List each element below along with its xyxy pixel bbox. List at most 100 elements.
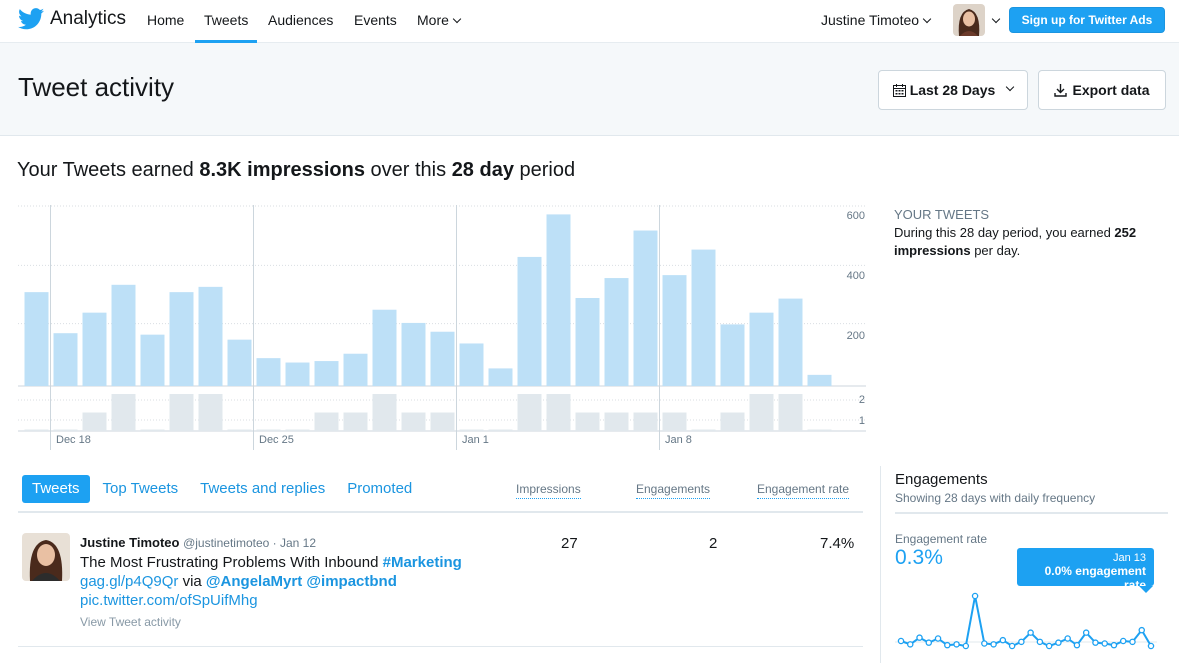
export-data-button[interactable]: Export data [1038, 70, 1166, 110]
sparkline-point[interactable] [1129, 638, 1136, 646]
nav-events[interactable]: Events [354, 12, 397, 28]
impression-bar [749, 312, 774, 386]
view-tweet-activity-link[interactable]: View Tweet activity [80, 615, 181, 629]
engagement-bar [169, 394, 194, 431]
sparkline-point[interactable] [1119, 637, 1127, 645]
avatar[interactable] [953, 4, 985, 36]
sparkline-point[interactable] [1138, 626, 1145, 634]
tweet-author-name[interactable]: Justine Timoteo [80, 535, 180, 550]
impressions-summary: Your Tweets earned 8.3K impressions over… [17, 159, 575, 182]
sparkline-point[interactable] [999, 636, 1007, 644]
sparkline-point[interactable] [1110, 641, 1118, 649]
engagement-bar [430, 412, 455, 431]
sparkline-point[interactable] [907, 641, 914, 648]
chevron-down-icon [1006, 82, 1015, 92]
tweet-author: Justine Timoteo @justinetimoteo · Jan 12 [80, 535, 316, 550]
tweet-text: The Most Frustrating Problems With Inbou… [80, 553, 500, 610]
tab-tweets-and-replies[interactable]: Tweets and replies [200, 480, 326, 497]
tab-promoted[interactable]: Promoted [347, 480, 413, 497]
brand[interactable]: Analytics [18, 8, 126, 30]
engagement-bar [24, 429, 49, 431]
chevron-down-icon [922, 14, 932, 24]
sparkline-point[interactable] [1027, 629, 1034, 636]
sparkline-point[interactable] [944, 641, 951, 649]
column-impressions[interactable]: Impressions [516, 482, 581, 499]
sparkline-point[interactable] [925, 639, 933, 646]
tweet-pic-link[interactable]: pic.twitter.com/ofSpUifMhg [80, 592, 258, 609]
chevron-down-icon[interactable] [991, 14, 1001, 24]
column-engagement-rate[interactable]: Engagement rate [757, 482, 850, 499]
engagement-bar [53, 429, 78, 431]
engagements-divider [895, 512, 1168, 514]
nav-tweets[interactable]: Tweets [195, 12, 258, 43]
tweet-link[interactable]: gag.gl/p4Q9Qr [80, 573, 179, 590]
tab-top-tweets[interactable]: Top Tweets [102, 480, 179, 497]
sparkline-point[interactable] [1101, 640, 1108, 647]
sparkline-point[interactable] [897, 637, 905, 645]
y-tick-label: 400 [847, 270, 865, 282]
nav-more[interactable]: More [417, 12, 462, 28]
user-name: Justine Timoteo [821, 12, 920, 28]
impression-bar [662, 275, 687, 386]
avatar[interactable] [22, 533, 70, 581]
tab-tweets[interactable]: Tweets [22, 475, 90, 503]
sparkline-point[interactable] [916, 634, 923, 641]
tweet-hashtag[interactable]: #Marketing [382, 554, 462, 571]
sparkline-point[interactable] [971, 592, 979, 600]
engagement-bar [575, 412, 600, 431]
sparkline-point[interactable] [1036, 638, 1044, 646]
engagement-bar [633, 412, 658, 431]
tweet-mention[interactable]: @impactbnd [306, 573, 397, 590]
impression-bar [140, 334, 165, 386]
column-engagements[interactable]: Engagements [636, 482, 711, 499]
sparkline-point[interactable] [934, 635, 942, 642]
sparkline-point[interactable] [1082, 629, 1090, 636]
engagement-bar [720, 412, 745, 431]
impression-bar [807, 374, 832, 386]
sparkline-point[interactable] [1064, 635, 1071, 642]
sparkline-point[interactable] [990, 641, 997, 648]
y2-tick-label: 2 [859, 394, 865, 406]
sparkline-point[interactable] [1055, 639, 1062, 646]
engagement-bar [198, 394, 223, 431]
engagements-title: Engagements [895, 471, 988, 488]
impression-bar [343, 353, 368, 386]
side-bold-after: impressions [894, 243, 971, 258]
impression-bar [517, 256, 542, 386]
sparkline-point[interactable] [1092, 639, 1099, 646]
sparkline-point[interactable] [953, 641, 960, 648]
twitter-bird-icon [18, 8, 44, 30]
date-range-button[interactable]: Last 28 Days [878, 70, 1028, 110]
tweet-mention[interactable]: @AngelaMyrt [205, 573, 303, 590]
impression-bar [198, 286, 223, 386]
nav-home[interactable]: Home [147, 12, 185, 28]
engagement-bar [285, 429, 310, 431]
sparkline-point[interactable] [962, 642, 970, 650]
user-menu[interactable]: Justine Timoteo [821, 12, 932, 28]
engagement-bar [111, 394, 136, 431]
sparkline-point[interactable] [1018, 638, 1025, 646]
impression-bar [488, 368, 513, 386]
sparkline-point[interactable] [1008, 642, 1016, 650]
y-tick-label: 600 [847, 210, 865, 222]
engagement-sparkline[interactable] [895, 588, 1157, 658]
brand-name: Analytics [50, 8, 127, 29]
engagement-bar [227, 429, 252, 431]
tweet-text-plain: The Most Frustrating Problems With Inbou… [80, 554, 383, 571]
impression-bar [778, 298, 803, 386]
sparkline-point[interactable] [1045, 642, 1053, 650]
engagement-rate-label: Engagement rate [895, 532, 988, 546]
engagement-bar [691, 429, 716, 431]
summary-period: 28 day [451, 159, 514, 181]
nav-audiences[interactable]: Audiences [268, 12, 334, 28]
sparkline-point[interactable] [1147, 642, 1155, 650]
tweet-via: via [178, 573, 206, 590]
sign-up-ads-button[interactable]: Sign up for Twitter Ads [1009, 7, 1165, 33]
summary-prefix: Your Tweets earned [17, 159, 200, 181]
engagement-bar [459, 429, 484, 431]
sparkline-point[interactable] [981, 640, 988, 647]
tweet-engagements: 2 [709, 535, 718, 552]
sparkline-point[interactable] [1073, 641, 1081, 649]
impression-bar [372, 309, 397, 386]
engagement-bar [546, 394, 571, 431]
